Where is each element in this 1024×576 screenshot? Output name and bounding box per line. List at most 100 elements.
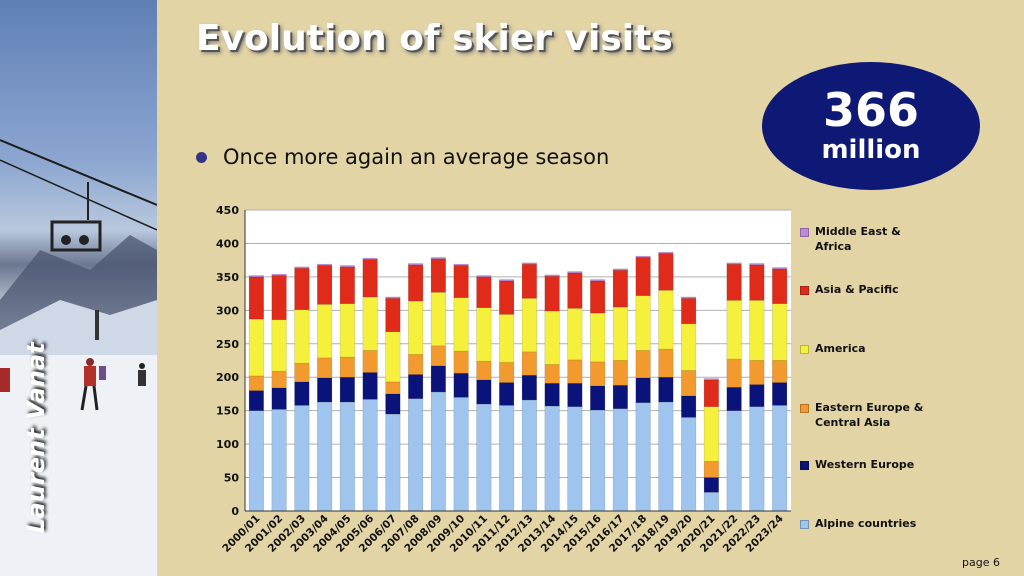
bar-segment [681, 297, 697, 325]
bar-segment [772, 267, 788, 270]
bar-segment [408, 398, 424, 512]
bar-segment [658, 253, 674, 291]
bullet-point: Once more again an average season [196, 145, 609, 169]
bar-segment [567, 359, 583, 384]
bar-segment [772, 360, 788, 383]
bar-segment [544, 310, 560, 365]
bar-segment [521, 262, 537, 265]
bar-segment [749, 264, 765, 301]
y-tick-label: 300 [216, 304, 239, 317]
bar-segment [408, 300, 424, 355]
bar-segment [294, 267, 310, 310]
bar-segment [499, 405, 515, 512]
total-visits-value: 366 [822, 83, 920, 137]
bar-segment [271, 409, 287, 512]
bar-segment [339, 265, 355, 268]
bar-segment [749, 300, 765, 361]
bar-segment [703, 379, 719, 407]
bar-segment [635, 402, 651, 512]
bar-segment [271, 273, 287, 276]
bar-segment [430, 291, 446, 347]
total-visits-unit: million [821, 135, 921, 165]
bar-segment [521, 399, 537, 512]
bar-segment [317, 304, 333, 359]
gridlines [245, 209, 791, 511]
legend-label: America [815, 342, 866, 355]
y-tick-label: 150 [216, 405, 239, 418]
bar-segment [681, 395, 697, 418]
bar-segment [726, 300, 742, 360]
bar-segment [430, 391, 446, 512]
bar-segment [317, 377, 333, 403]
bar-segment [521, 351, 537, 376]
bar-segment [681, 296, 697, 299]
bar-segment [726, 358, 742, 388]
bullet-dot-icon [196, 151, 207, 163]
bullet-text: Once more again an average season [223, 145, 610, 169]
ski-slope-photo: Laurent Vanat [0, 0, 157, 576]
bar-segment [453, 372, 469, 398]
bar-segment [726, 410, 742, 512]
bar-segment [339, 401, 355, 512]
bar-segment [339, 376, 355, 403]
bar-segment [271, 275, 287, 320]
legend-item: Western Europe [800, 457, 933, 472]
bar-segment [476, 275, 492, 278]
bar-segment [362, 296, 378, 351]
bar-segment [476, 403, 492, 512]
bar-segment [430, 365, 446, 393]
bar-segment [294, 381, 310, 406]
bar-segment [453, 396, 469, 512]
bar-segment [703, 378, 719, 381]
bar-segment [521, 263, 537, 299]
bar-segment [271, 370, 287, 389]
y-tick-label: 450 [216, 204, 239, 217]
photographer-credit: Laurent Vanat [22, 342, 50, 534]
bar-segment [749, 263, 765, 266]
bar-segment [681, 323, 697, 371]
legend-swatch [800, 345, 809, 354]
y-tick-label: 0 [231, 505, 239, 518]
y-tick-label: 400 [216, 237, 239, 250]
legend-swatch [800, 404, 809, 413]
bar-segment [385, 393, 401, 415]
bar-segment [567, 272, 583, 309]
bar-segment [521, 374, 537, 401]
ski-scene-illustration [0, 139, 157, 576]
bar-segment [317, 357, 333, 379]
bar-segment [339, 303, 355, 358]
legend-label: Middle East & Africa [815, 225, 901, 253]
bar-segment [681, 370, 697, 397]
bar-segment [772, 303, 788, 361]
bar-segment [635, 257, 651, 296]
bar-segment [544, 382, 560, 407]
skier-visits-chart: 0 50 100 150 200 250 300 350 400 450 2000/012001/… [216, 204, 791, 555]
bar-segment [658, 289, 674, 350]
bar-segment [544, 405, 560, 512]
bar-segment [248, 410, 264, 512]
bar-segment [248, 276, 264, 320]
bar-segment [339, 356, 355, 378]
bar-segment [408, 354, 424, 375]
bar-segment [385, 331, 401, 383]
bar-segment [453, 297, 469, 352]
bar-segment [749, 384, 765, 407]
bar-segment [590, 409, 606, 512]
bar-segment [544, 274, 560, 277]
bar-segment [499, 382, 515, 406]
bar-segment [567, 308, 583, 361]
total-visits-badge: 366 million [762, 62, 980, 190]
bar-segment [590, 385, 606, 411]
y-tick-label: 50 [224, 472, 240, 485]
bar-segment [635, 295, 651, 351]
bar-segment [499, 280, 515, 315]
bar-segment [453, 265, 469, 298]
bar-segment [590, 312, 606, 363]
bar-segment [408, 263, 424, 266]
bar-segment [772, 268, 788, 304]
bar-segment [362, 350, 378, 373]
y-tick-label: 100 [216, 438, 239, 451]
bar-segment [339, 266, 355, 304]
bar-segment [476, 276, 492, 308]
bar-segment [248, 318, 264, 377]
